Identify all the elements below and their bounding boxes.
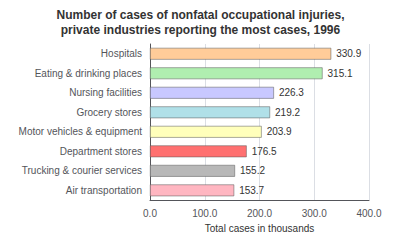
svg-text:300.0: 300.0 [302, 208, 327, 219]
svg-text:0.0: 0.0 [143, 208, 157, 219]
svg-text:private industries reporting t: private industries reporting the most ca… [61, 23, 341, 37]
svg-text:Eating & drinking places: Eating & drinking places [35, 68, 142, 79]
svg-text:Trucking & courier services: Trucking & courier services [22, 165, 142, 176]
svg-text:Grocery stores: Grocery stores [76, 107, 142, 118]
svg-text:Hospitals: Hospitals [101, 48, 142, 59]
svg-text:Department stores: Department stores [60, 146, 142, 157]
svg-text:400.0: 400.0 [356, 208, 381, 219]
svg-text:226.3: 226.3 [279, 87, 304, 98]
svg-text:Motor vehicles & equipment: Motor vehicles & equipment [19, 126, 143, 137]
svg-text:219.2: 219.2 [275, 107, 300, 118]
svg-text:176.5: 176.5 [252, 146, 277, 157]
svg-text:153.7: 153.7 [239, 185, 264, 196]
svg-text:330.9: 330.9 [336, 48, 361, 59]
svg-text:315.1: 315.1 [328, 68, 353, 79]
svg-text:Air transportation: Air transportation [66, 185, 142, 196]
svg-text:Nursing facilities: Nursing facilities [69, 87, 142, 98]
svg-text:155.2: 155.2 [240, 165, 265, 176]
svg-text:100.0: 100.0 [192, 208, 217, 219]
svg-text:Total cases in thousands: Total cases in thousands [205, 223, 315, 234]
svg-text:200.0: 200.0 [247, 208, 272, 219]
svg-text:203.9: 203.9 [267, 126, 292, 137]
svg-text:Number of cases of nonfatal oc: Number of cases of nonfatal occupational… [56, 8, 344, 22]
